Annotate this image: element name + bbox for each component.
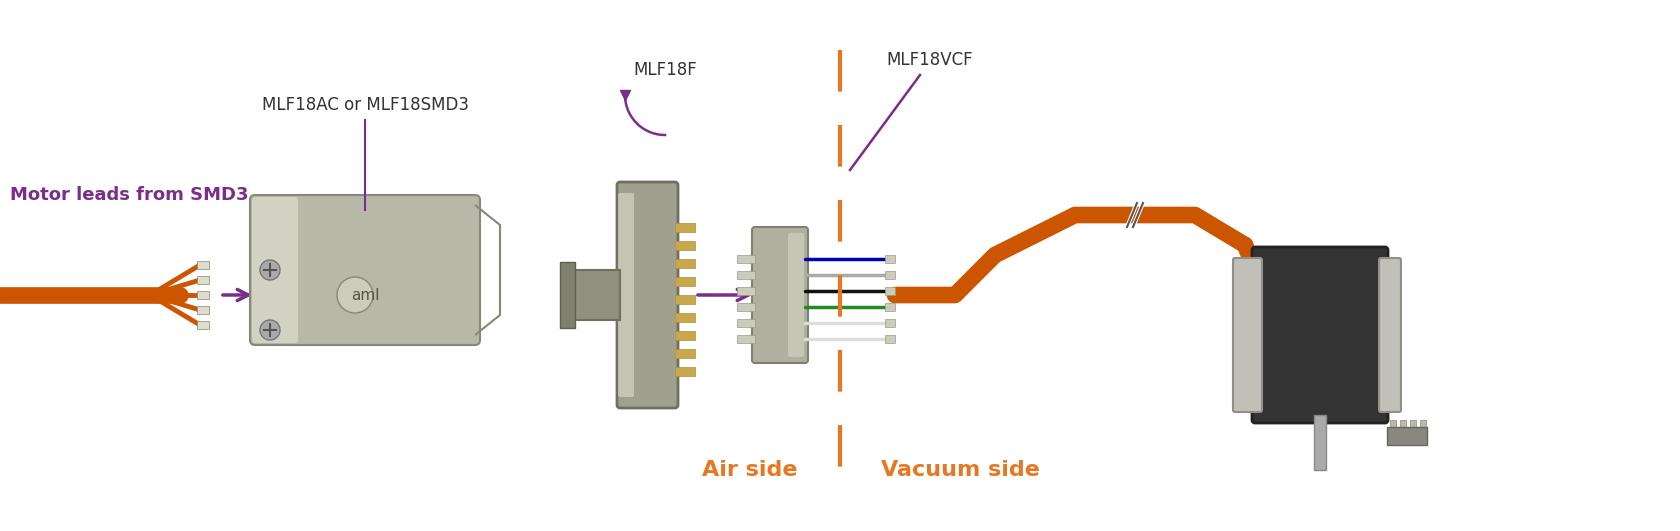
Bar <box>197 276 208 284</box>
Bar <box>738 303 754 311</box>
Bar <box>1420 420 1426 440</box>
Bar <box>1389 420 1396 440</box>
Bar <box>197 291 208 299</box>
Circle shape <box>260 260 281 280</box>
Text: Air side: Air side <box>702 460 798 480</box>
Bar <box>675 313 696 322</box>
Circle shape <box>260 320 281 340</box>
Bar <box>675 331 696 340</box>
Bar <box>570 270 620 320</box>
Text: MLF18F: MLF18F <box>633 61 697 79</box>
Bar <box>675 259 696 268</box>
Bar <box>885 335 895 343</box>
Bar <box>675 349 696 358</box>
Bar <box>197 261 208 269</box>
Bar <box>197 321 208 329</box>
Text: Motor leads from SMD3: Motor leads from SMD3 <box>10 186 249 204</box>
Bar <box>738 319 754 327</box>
Bar <box>197 306 208 314</box>
FancyBboxPatch shape <box>1379 258 1401 412</box>
FancyBboxPatch shape <box>753 227 808 363</box>
FancyBboxPatch shape <box>617 182 679 408</box>
Text: aml: aml <box>351 287 380 303</box>
Text: MLF18AC or MLF18SMD3: MLF18AC or MLF18SMD3 <box>262 96 469 114</box>
Bar <box>675 277 696 286</box>
FancyBboxPatch shape <box>1252 247 1388 423</box>
FancyBboxPatch shape <box>252 197 297 343</box>
Bar <box>1410 420 1416 440</box>
Bar <box>885 255 895 263</box>
Bar <box>1399 420 1406 440</box>
Bar <box>885 303 895 311</box>
Bar <box>675 241 696 250</box>
Text: MLF18VCF: MLF18VCF <box>887 51 973 69</box>
Bar <box>885 271 895 279</box>
Bar <box>738 287 754 295</box>
Circle shape <box>338 277 373 313</box>
FancyBboxPatch shape <box>788 233 805 357</box>
Bar <box>738 335 754 343</box>
FancyBboxPatch shape <box>618 193 633 397</box>
Bar <box>675 367 696 376</box>
FancyBboxPatch shape <box>1233 258 1262 412</box>
Bar <box>1314 415 1326 470</box>
Bar <box>675 223 696 232</box>
Bar <box>1388 427 1426 445</box>
Text: Vacuum side: Vacuum side <box>880 460 1040 480</box>
FancyBboxPatch shape <box>250 195 480 345</box>
Bar <box>885 319 895 327</box>
Bar <box>738 271 754 279</box>
Bar <box>675 295 696 304</box>
Bar <box>738 255 754 263</box>
Bar <box>559 262 575 328</box>
Bar <box>885 287 895 295</box>
